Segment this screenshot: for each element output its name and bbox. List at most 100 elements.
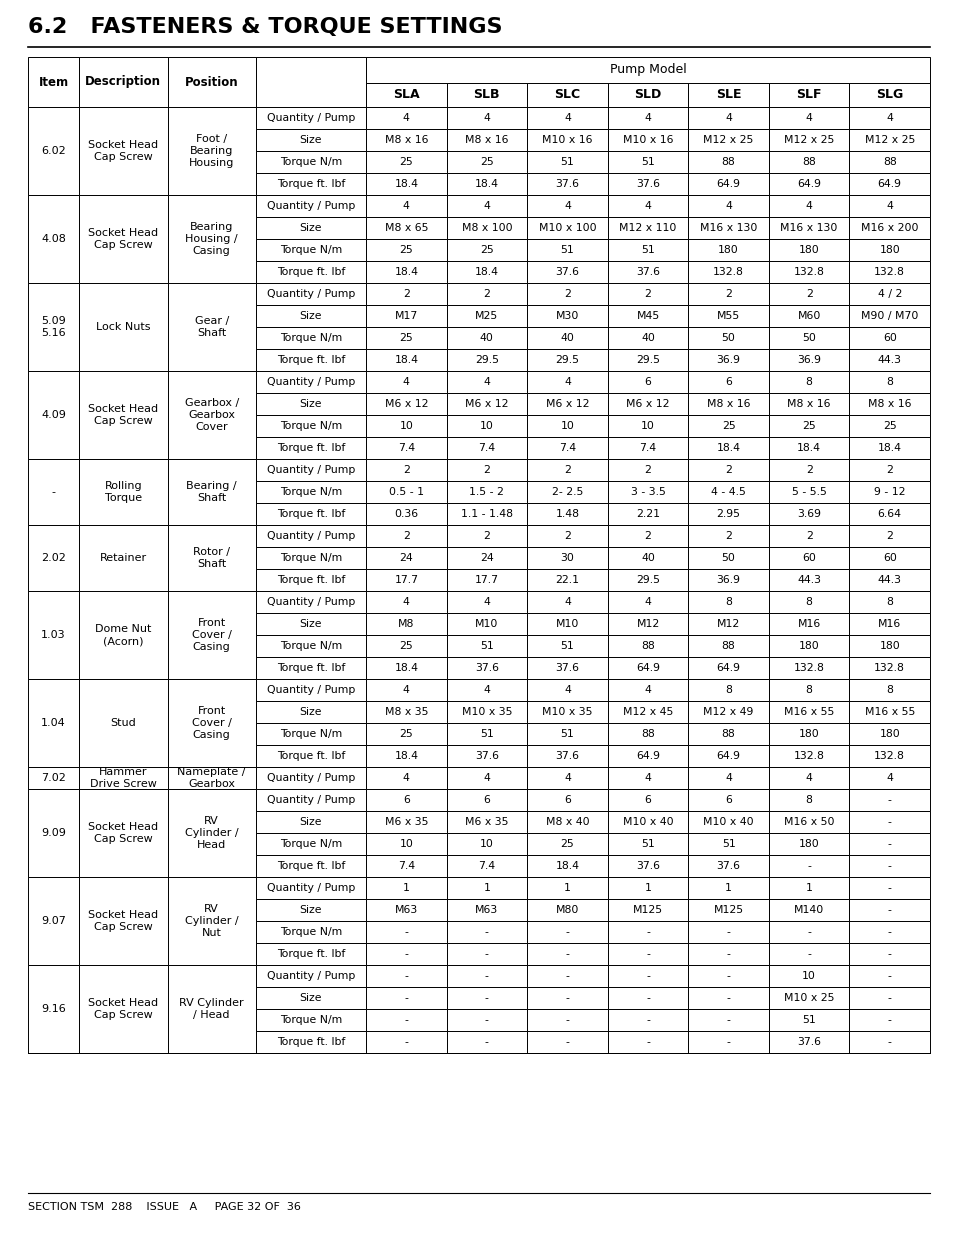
- Text: M8 x 16: M8 x 16: [786, 399, 830, 409]
- Bar: [28, 679, 79, 767]
- Text: 2: 2: [724, 531, 731, 541]
- Bar: [607, 767, 687, 789]
- Bar: [768, 569, 848, 592]
- Text: -: -: [887, 1015, 891, 1025]
- Text: 2: 2: [644, 531, 651, 541]
- Text: M8 x 35: M8 x 35: [384, 706, 428, 718]
- Bar: [366, 855, 446, 877]
- Text: M8 x 16: M8 x 16: [384, 135, 428, 144]
- Text: 4: 4: [402, 685, 409, 695]
- Bar: [527, 635, 607, 657]
- Bar: [255, 899, 366, 921]
- Text: 29.5: 29.5: [475, 354, 498, 366]
- Text: M6 x 35: M6 x 35: [465, 818, 508, 827]
- Text: 30: 30: [560, 553, 574, 563]
- Bar: [366, 57, 929, 83]
- Bar: [687, 1009, 768, 1031]
- Bar: [79, 679, 168, 767]
- Bar: [255, 195, 366, 217]
- Text: 2: 2: [483, 531, 490, 541]
- Bar: [768, 987, 848, 1009]
- Bar: [848, 83, 929, 107]
- Bar: [255, 987, 366, 1009]
- Text: 7.02: 7.02: [41, 773, 66, 783]
- Bar: [255, 592, 366, 613]
- Bar: [607, 480, 687, 503]
- Text: Torque ft. lbf: Torque ft. lbf: [276, 267, 345, 277]
- Text: SLD: SLD: [634, 89, 661, 101]
- Bar: [28, 789, 79, 877]
- Text: 2: 2: [885, 531, 892, 541]
- Text: 64.9: 64.9: [716, 751, 740, 761]
- Text: 60: 60: [882, 333, 896, 343]
- Text: 64.9: 64.9: [877, 179, 901, 189]
- Text: -: -: [484, 1037, 488, 1047]
- Bar: [446, 240, 527, 261]
- Bar: [848, 107, 929, 128]
- Text: -: -: [565, 948, 569, 960]
- Text: SLB: SLB: [473, 89, 499, 101]
- Bar: [768, 393, 848, 415]
- Text: M17: M17: [395, 311, 417, 321]
- Text: 1: 1: [724, 883, 731, 893]
- Text: 88: 88: [720, 157, 735, 167]
- Text: 180: 180: [798, 839, 819, 848]
- Text: Rolling
Torque: Rolling Torque: [105, 480, 142, 503]
- Bar: [607, 107, 687, 128]
- Bar: [768, 459, 848, 480]
- Text: 2.95: 2.95: [716, 509, 740, 519]
- Bar: [848, 679, 929, 701]
- Text: 50: 50: [720, 553, 735, 563]
- Bar: [446, 370, 527, 393]
- Text: 8: 8: [885, 377, 892, 387]
- Text: 2: 2: [402, 466, 409, 475]
- Text: -: -: [806, 948, 810, 960]
- Bar: [687, 613, 768, 635]
- Bar: [255, 722, 366, 745]
- Bar: [687, 415, 768, 437]
- Text: Quantity / Pump: Quantity / Pump: [267, 466, 355, 475]
- Text: 2: 2: [805, 466, 812, 475]
- Bar: [768, 767, 848, 789]
- Text: SLE: SLE: [715, 89, 740, 101]
- Text: 37.6: 37.6: [475, 663, 498, 673]
- Text: 37.6: 37.6: [555, 267, 578, 277]
- Text: -: -: [565, 927, 569, 937]
- Bar: [255, 657, 366, 679]
- Text: M16 x 200: M16 x 200: [860, 224, 918, 233]
- Bar: [687, 503, 768, 525]
- Text: Quantity / Pump: Quantity / Pump: [267, 377, 355, 387]
- Bar: [768, 722, 848, 745]
- Text: -: -: [404, 948, 408, 960]
- Bar: [446, 613, 527, 635]
- Bar: [848, 305, 929, 327]
- Bar: [255, 327, 366, 350]
- Text: Quantity / Pump: Quantity / Pump: [267, 971, 355, 981]
- Text: 4: 4: [805, 201, 812, 211]
- Text: 37.6: 37.6: [797, 1037, 821, 1047]
- Text: Torque ft. lbf: Torque ft. lbf: [276, 443, 345, 453]
- Text: M10 x 40: M10 x 40: [702, 818, 753, 827]
- Bar: [527, 261, 607, 283]
- Text: 88: 88: [720, 641, 735, 651]
- Text: 6: 6: [563, 795, 570, 805]
- Text: 6: 6: [644, 377, 651, 387]
- Bar: [687, 569, 768, 592]
- Text: M10: M10: [556, 619, 578, 629]
- Bar: [607, 437, 687, 459]
- Bar: [255, 613, 366, 635]
- Bar: [527, 1009, 607, 1031]
- Bar: [848, 525, 929, 547]
- Bar: [687, 899, 768, 921]
- Text: 4: 4: [402, 112, 409, 124]
- Bar: [848, 283, 929, 305]
- Text: M16 x 130: M16 x 130: [780, 224, 837, 233]
- Bar: [607, 547, 687, 569]
- Bar: [168, 107, 255, 195]
- Text: 4: 4: [805, 112, 812, 124]
- Text: 18.4: 18.4: [716, 443, 740, 453]
- Text: 0.36: 0.36: [394, 509, 418, 519]
- Bar: [255, 635, 366, 657]
- Text: 25: 25: [560, 839, 574, 848]
- Text: -: -: [806, 927, 810, 937]
